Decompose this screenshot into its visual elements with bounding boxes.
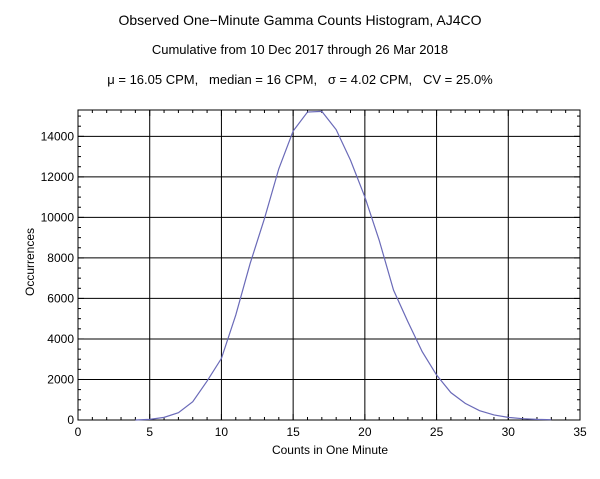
y-axis-label: Occurrences <box>23 227 37 297</box>
y-tick-label: 0 <box>67 413 74 427</box>
x-tick-label: 5 <box>146 425 153 439</box>
stats-line: μ = 16.05 CPM, median = 16 CPM, σ = 4.02… <box>107 72 493 87</box>
x-tick-label: 0 <box>75 425 82 439</box>
x-tick-label: 35 <box>573 425 587 439</box>
y-tick-label: 12000 <box>41 170 75 184</box>
x-tick-label: 15 <box>286 425 300 439</box>
chart-title: Observed One−Minute Gamma Counts Histogr… <box>118 12 482 28</box>
y-tick-label: 8000 <box>47 251 74 265</box>
y-tick-label: 4000 <box>47 332 74 346</box>
y-tick-label: 10000 <box>41 210 75 224</box>
x-tick-label: 30 <box>502 425 516 439</box>
y-tick-label: 14000 <box>41 129 75 143</box>
x-axis-label: Counts in One Minute <box>271 443 389 457</box>
x-tick-label: 20 <box>358 425 372 439</box>
histogram-line <box>135 110 552 421</box>
y-tick-label: 6000 <box>47 291 74 305</box>
y-tick-label: 2000 <box>47 372 74 386</box>
chart-subtitle: Cumulative from 10 Dec 2017 through 26 M… <box>151 42 449 57</box>
x-tick-label: 10 <box>215 425 229 439</box>
plot-frame <box>77 109 581 421</box>
x-tick-label: 25 <box>430 425 444 439</box>
